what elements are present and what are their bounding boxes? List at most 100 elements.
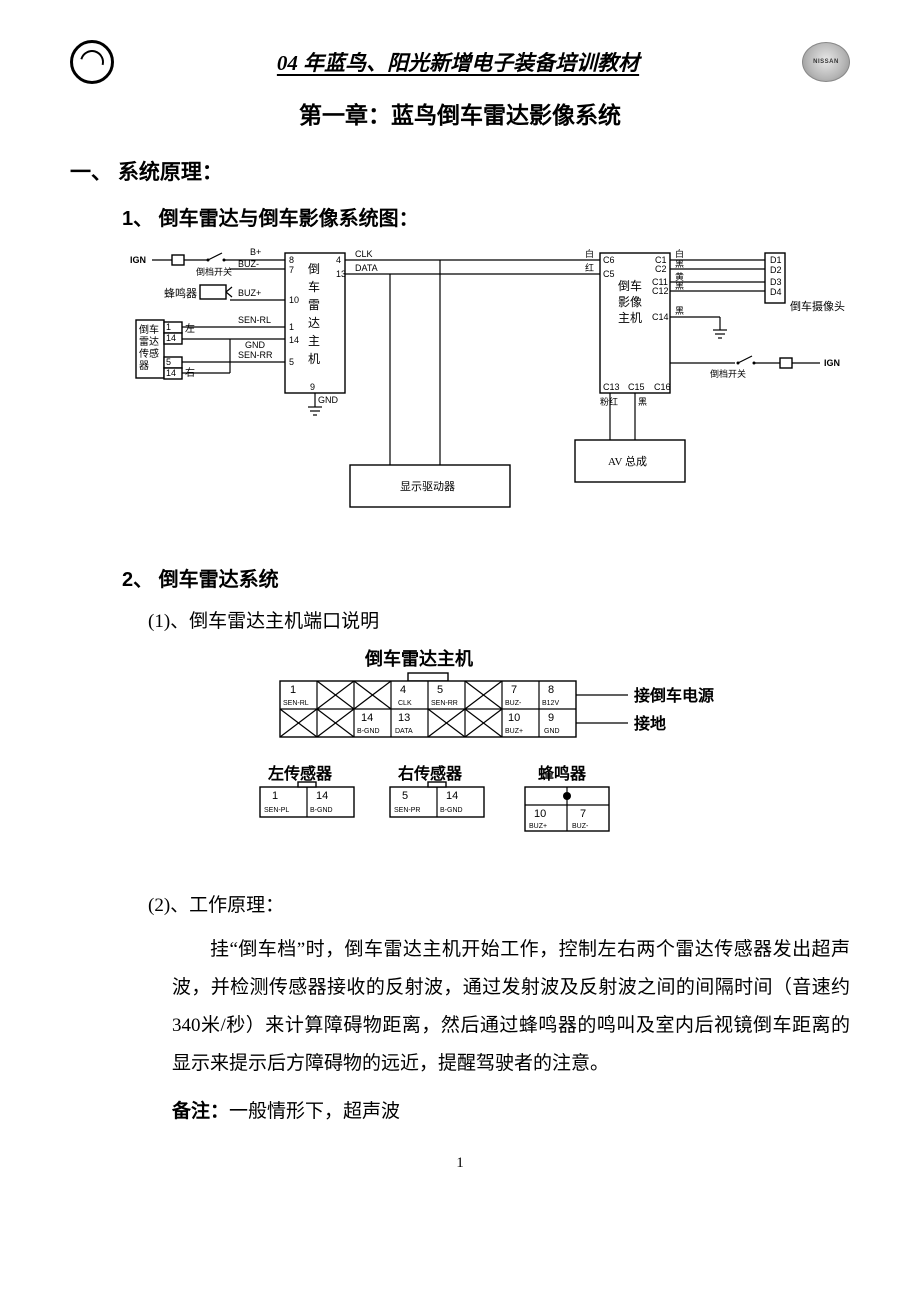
svg-text:接地: 接地 — [634, 714, 666, 733]
note-label: 备注： — [172, 1101, 229, 1122]
svg-text:蜂鸣器: 蜂鸣器 — [538, 764, 587, 783]
svg-text:7: 7 — [511, 684, 517, 696]
nissan-logo: NISSAN — [802, 42, 850, 82]
item-1-heading: 1、 倒车雷达与倒车影像系统图： — [122, 202, 850, 231]
working-principle-paragraph: 挂“倒车档”时，倒车雷达主机开始工作，控制左右两个雷达传感器发出超声波，并检测传… — [172, 931, 850, 1083]
svg-text:SEN-RL: SEN-RL — [283, 700, 309, 707]
svg-text:7: 7 — [580, 808, 586, 820]
svg-text:GND: GND — [318, 395, 339, 405]
svg-text:AV 总成: AV 总成 — [608, 454, 647, 468]
svg-text:黑: 黑 — [675, 259, 684, 269]
svg-text:IGN: IGN — [824, 358, 840, 368]
svg-text:倒车摄像头: 倒车摄像头 — [790, 299, 845, 313]
section-1-heading: 一、 系统原理： — [70, 156, 850, 186]
svg-text:黑: 黑 — [638, 397, 647, 407]
svg-text:B12V: B12V — [542, 700, 559, 707]
svg-text:C6: C6 — [603, 255, 615, 265]
svg-text:B+: B+ — [250, 247, 261, 257]
svg-text:白: 白 — [585, 248, 594, 259]
svg-text:9: 9 — [548, 712, 554, 724]
svg-text:C2: C2 — [655, 264, 667, 274]
svg-text:接倒车电源: 接倒车电源 — [634, 686, 714, 705]
svg-text:C15: C15 — [628, 382, 645, 392]
svg-text:10: 10 — [534, 808, 546, 820]
svg-text:D1: D1 — [770, 255, 782, 265]
svg-text:1: 1 — [290, 684, 296, 696]
svg-text:倒档开关: 倒档开关 — [196, 266, 232, 277]
svg-text:D4: D4 — [770, 287, 782, 297]
sub-2-heading: (2)、工作原理： — [148, 890, 850, 917]
svg-text:C13: C13 — [603, 382, 620, 392]
svg-text:右传感器: 右传感器 — [398, 764, 463, 783]
svg-text:C5: C5 — [603, 269, 615, 279]
svg-text:5: 5 — [437, 684, 443, 696]
svg-text:显示驱动器: 显示驱动器 — [400, 480, 455, 493]
svg-text:14: 14 — [166, 333, 176, 343]
svg-text:5: 5 — [289, 357, 294, 367]
item-2-heading: 2、 倒车雷达系统 — [122, 563, 850, 592]
svg-text:GND: GND — [245, 340, 266, 350]
svg-text:SEN-RL: SEN-RL — [238, 315, 271, 325]
svg-text:黑: 黑 — [675, 306, 684, 316]
dongfeng-logo — [70, 40, 114, 84]
svg-text:蜂鸣器: 蜂鸣器 — [164, 286, 197, 300]
chapter-title: 第一章：蓝鸟倒车雷达影像系统 — [70, 96, 850, 130]
doc-title: 04 年蓝鸟、阳光新增电子装备培训教材 — [114, 47, 802, 77]
svg-text:10: 10 — [508, 712, 520, 724]
svg-text:1: 1 — [166, 322, 171, 332]
ign-left-label: IGN — [130, 255, 146, 265]
page-header: 04 年蓝鸟、阳光新增电子装备培训教材 NISSAN — [70, 40, 850, 84]
svg-text:1: 1 — [272, 790, 278, 802]
svg-text:B-GND: B-GND — [357, 728, 380, 735]
svg-text:C14: C14 — [652, 312, 669, 322]
svg-text:粉红: 粉红 — [600, 396, 618, 407]
svg-text:D3: D3 — [770, 277, 782, 287]
svg-text:BUZ+: BUZ+ — [238, 288, 261, 298]
svg-text:倒车影像主机: 倒车影像主机 — [618, 278, 642, 325]
svg-text:BUZ-: BUZ- — [238, 259, 259, 269]
svg-text:DATA: DATA — [355, 263, 378, 273]
svg-text:白: 白 — [675, 248, 684, 259]
svg-text:7: 7 — [289, 265, 294, 275]
svg-text:BUZ-: BUZ- — [505, 700, 522, 707]
svg-text:13: 13 — [398, 712, 410, 724]
svg-text:8: 8 — [289, 255, 294, 265]
svg-text:14: 14 — [361, 712, 373, 724]
svg-text:1: 1 — [289, 322, 294, 332]
svg-text:C16: C16 — [654, 382, 671, 392]
svg-text:D2: D2 — [770, 265, 782, 275]
svg-text:5: 5 — [402, 790, 408, 802]
svg-text:DATA: DATA — [395, 728, 413, 735]
svg-text:倒档开关: 倒档开关 — [710, 368, 746, 379]
svg-text:倒车雷达主机: 倒车雷达主机 — [364, 648, 473, 669]
svg-text:10: 10 — [289, 295, 299, 305]
system-diagram: .bx{fill:#fff;stroke:#000;stroke-width:1… — [130, 245, 850, 545]
svg-text:8: 8 — [548, 684, 554, 696]
svg-text:BUZ+: BUZ+ — [505, 728, 523, 735]
svg-text:13: 13 — [336, 269, 346, 279]
svg-text:B-GND: B-GND — [440, 807, 463, 814]
svg-text:SEN-PR: SEN-PR — [394, 807, 420, 814]
svg-text:黑: 黑 — [675, 281, 684, 291]
nissan-text: NISSAN — [813, 59, 839, 65]
svg-text:CLK: CLK — [398, 700, 412, 707]
svg-text:5: 5 — [166, 357, 171, 367]
svg-text:左: 左 — [185, 322, 195, 335]
page-number: 1 — [70, 1155, 850, 1172]
svg-text:GND: GND — [544, 728, 560, 735]
svg-text:9: 9 — [310, 382, 315, 392]
svg-text:红: 红 — [585, 262, 594, 273]
svg-text:SEN-RR: SEN-RR — [431, 700, 458, 707]
svg-text:14: 14 — [316, 790, 328, 802]
svg-text:CLK: CLK — [355, 249, 373, 259]
svg-text:14: 14 — [446, 790, 458, 802]
sub-1-heading: (1)、倒车雷达主机端口说明 — [148, 606, 850, 633]
svg-text:BUZ+: BUZ+ — [529, 823, 547, 830]
svg-text:SEN-PL: SEN-PL — [264, 807, 289, 814]
svg-text:4: 4 — [400, 684, 406, 696]
svg-text:左传感器: 左传感器 — [267, 764, 333, 783]
svg-text:SEN-RR: SEN-RR — [238, 350, 273, 360]
svg-text:14: 14 — [289, 335, 299, 345]
note-line: 备注：一般情形下，超声波 — [172, 1093, 850, 1131]
port-diagram: .bx{fill:#fff;stroke:#000;stroke-width:1… — [220, 647, 850, 872]
